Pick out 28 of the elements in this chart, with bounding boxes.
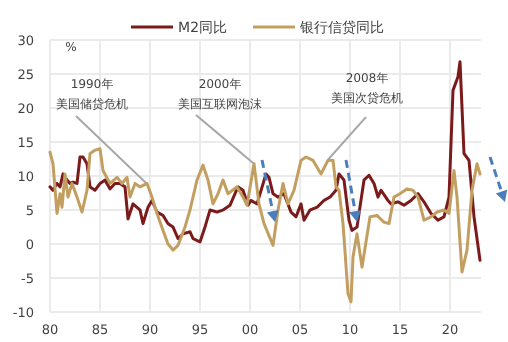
x-tick-label: 90 xyxy=(142,323,158,338)
y-tick-label: 25 xyxy=(17,68,34,83)
y-axis-title: % xyxy=(65,40,77,54)
x-tick-label: 20 xyxy=(442,323,458,338)
annotation: 美国互联网泡沫 xyxy=(178,97,262,111)
annotation: 2008年 xyxy=(346,71,388,85)
annotation: 美国储贷危机 xyxy=(56,97,128,111)
annotation: 1990年 xyxy=(70,77,114,91)
y-tick-label: -10 xyxy=(12,306,34,321)
x-tick-label: 80 xyxy=(42,323,58,338)
y-tick-label: 20 xyxy=(17,102,34,117)
legend-label: M2同比 xyxy=(178,20,227,36)
x-tick-label: 10 xyxy=(342,323,358,338)
y-tick-label: 5 xyxy=(26,204,34,219)
x-tick-label: 95 xyxy=(192,323,208,338)
y-tick-label: 0 xyxy=(26,238,34,253)
x-tick-label: 00 xyxy=(242,323,258,338)
annotation: 2000年 xyxy=(198,77,242,91)
y-tick-label: 10 xyxy=(17,170,34,185)
line-series xyxy=(48,147,482,304)
x-tick-label: 85 xyxy=(92,323,108,338)
x-tick-label: 15 xyxy=(392,323,408,338)
y-tick-label: 30 xyxy=(17,34,34,49)
x-tick-label: 05 xyxy=(292,323,308,338)
y-tick-label: -5 xyxy=(21,272,34,287)
legend-label: 银行信贷同比 xyxy=(299,20,384,36)
y-tick-label: 15 xyxy=(17,136,34,151)
annotation: 美国次贷危机 xyxy=(331,91,403,105)
